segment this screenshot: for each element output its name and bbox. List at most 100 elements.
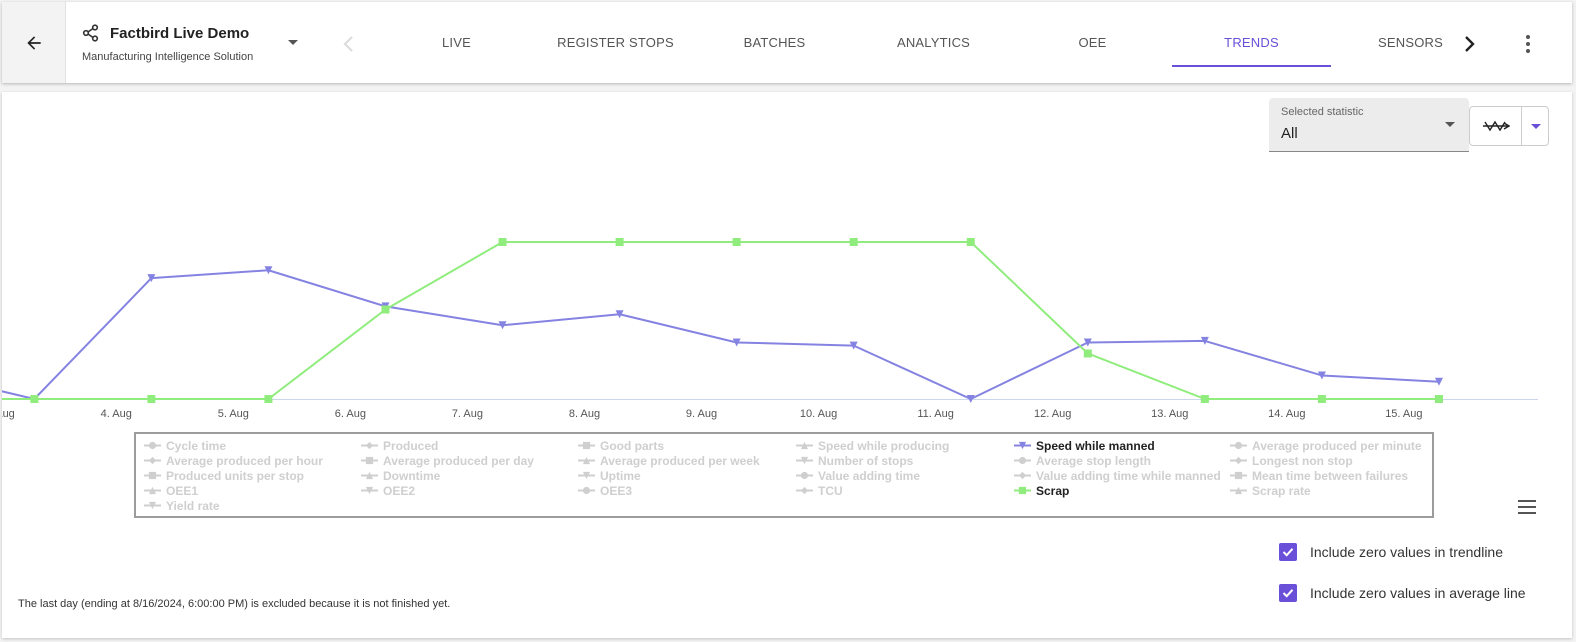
legend-item-oee3[interactable]: OEE3 <box>578 483 632 498</box>
legend-item-number-of-stops[interactable]: Number of stops <box>796 453 913 468</box>
chart-mode-button[interactable] <box>1470 107 1522 145</box>
chevron-right-icon <box>1465 36 1475 52</box>
legend-marker <box>148 471 157 480</box>
data-point-scrap[interactable] <box>30 395 39 403</box>
legend-item-produced[interactable]: Produced <box>361 438 438 453</box>
tabs-scroll-left[interactable] <box>338 30 360 58</box>
legend-label: Average produced per week <box>600 453 760 468</box>
caret-down-icon[interactable] <box>288 40 298 45</box>
data-point-speed-while-manned[interactable] <box>498 321 507 330</box>
chart-menu-icon[interactable] <box>1518 500 1536 514</box>
legend-symbol-triangle-icon <box>1230 486 1247 495</box>
legend-label: Cycle time <box>166 438 227 453</box>
legend-item-speed-while-manned[interactable]: Speed while manned <box>1014 438 1155 453</box>
data-point-speed-while-manned[interactable] <box>1317 371 1326 380</box>
data-point-scrap[interactable] <box>615 238 624 246</box>
tab-live[interactable]: LIVE <box>442 35 471 50</box>
data-point-scrap[interactable] <box>264 395 273 403</box>
tab-batches[interactable]: BATCHES <box>743 35 806 50</box>
data-point-speed-while-manned[interactable] <box>732 338 741 347</box>
legend-item-average-produced-per-minute[interactable]: Average produced per minute <box>1230 438 1422 453</box>
legend-label: TCU <box>818 483 843 498</box>
data-point-scrap[interactable] <box>498 238 507 246</box>
app-subtitle: Manufacturing Intelligence Solution <box>82 51 254 63</box>
legend-item-downtime[interactable]: Downtime <box>361 468 440 483</box>
data-point-scrap[interactable] <box>381 305 390 314</box>
back-button[interactable] <box>2 2 66 83</box>
include-zero-trendline-checkbox[interactable]: Include zero values in trendline <box>1279 541 1503 563</box>
selected-statistic-label: Selected statistic <box>1281 106 1364 118</box>
legend-marker <box>582 456 591 465</box>
data-point-scrap[interactable] <box>1434 395 1443 403</box>
include-zero-average-label: Include zero values in average line <box>1310 585 1526 601</box>
legend-symbol-diamond-icon <box>144 456 161 465</box>
data-point-speed-while-manned[interactable] <box>147 274 156 283</box>
legend-label: Longest non stop <box>1252 453 1353 468</box>
data-point-scrap[interactable] <box>1317 395 1326 403</box>
tab-trends[interactable]: TRENDS <box>1172 2 1331 83</box>
data-point-scrap[interactable] <box>732 238 741 246</box>
legend-label: Value adding time <box>818 468 921 483</box>
tabs-scroll-right[interactable] <box>1458 30 1480 58</box>
data-point-scrap[interactable] <box>1200 395 1209 403</box>
legend-item-good-parts[interactable]: Good parts <box>578 438 664 453</box>
chart-mode-dropdown[interactable] <box>1522 107 1549 145</box>
legend-item-oee2[interactable]: OEE2 <box>361 483 415 498</box>
legend-item-cycle-time[interactable]: Cycle time <box>144 438 226 453</box>
legend-marker <box>365 471 374 480</box>
legend-symbol-circle-icon <box>796 471 813 480</box>
legend-item-uptime[interactable]: Uptime <box>578 468 641 483</box>
more-vert-icon[interactable] <box>1516 30 1540 58</box>
data-point-speed-while-manned[interactable] <box>849 341 858 350</box>
legend-item-scrap[interactable]: Scrap <box>1014 483 1069 498</box>
selected-statistic-select[interactable]: Selected statistic All <box>1269 98 1469 152</box>
legend-item-average-stop-length[interactable]: Average stop length <box>1014 453 1151 468</box>
legend-marker <box>1234 486 1243 495</box>
series-line-scrap[interactable] <box>2 241 1439 400</box>
legend-item-speed-while-producing[interactable]: Speed while producing <box>796 438 949 453</box>
legend-item-average-produced-per-week[interactable]: Average produced per week <box>578 453 760 468</box>
data-point-scrap[interactable] <box>1083 349 1092 358</box>
legend-item-scrap-rate[interactable]: Scrap rate <box>1230 483 1311 498</box>
tab-register-stops[interactable]: REGISTER STOPS <box>557 35 674 50</box>
legend-label: Speed while manned <box>1036 438 1155 453</box>
legend-marker <box>148 441 157 450</box>
data-point-scrap[interactable] <box>966 238 975 246</box>
legend-item-produced-units-per-stop[interactable]: Produced units per stop <box>144 468 304 483</box>
legend-item-value-adding-time[interactable]: Value adding time <box>796 468 920 483</box>
data-point-speed-while-manned[interactable] <box>615 310 624 319</box>
x-tick-label: 14. Aug <box>1268 408 1305 420</box>
tab-oee[interactable]: OEE <box>1078 35 1107 50</box>
include-zero-average-checkbox[interactable]: Include zero values in average line <box>1279 582 1526 604</box>
legend-label: Scrap <box>1036 483 1070 498</box>
legend-item-oee1[interactable]: OEE1 <box>144 483 198 498</box>
tab-analytics[interactable]: ANALYTICS <box>896 35 971 50</box>
data-point-scrap[interactable] <box>147 395 156 403</box>
legend-item-average-produced-per-hour[interactable]: Average produced per hour <box>144 453 323 468</box>
series-line-speed-while-manned[interactable] <box>2 269 1440 400</box>
data-point-speed-while-manned[interactable] <box>264 266 273 275</box>
x-tick-label: 4. Aug <box>101 408 132 420</box>
legend-item-longest-non-stop[interactable]: Longest non stop <box>1230 453 1353 468</box>
legend-symbol-square-icon <box>361 456 378 465</box>
x-tick-label: 11. Aug <box>917 408 954 420</box>
tab-sensors[interactable]: SENSORS <box>1378 35 1443 50</box>
legend-marker <box>365 486 374 495</box>
data-point-speed-while-manned[interactable] <box>1083 338 1092 347</box>
legend-symbol-triangle-icon <box>144 486 161 495</box>
legend-item-value-adding-time-while-manned[interactable]: Value adding time while manned <box>1014 468 1221 483</box>
legend-symbol-square-icon <box>1014 486 1031 495</box>
data-point-speed-while-manned[interactable] <box>1200 336 1209 345</box>
data-point-scrap[interactable] <box>849 238 858 246</box>
legend-item-mean-time-between-failures[interactable]: Mean time between failures <box>1230 468 1408 483</box>
legend-item-yield-rate[interactable]: Yield rate <box>144 498 220 513</box>
legend-label: Average produced per minute <box>1252 438 1422 453</box>
legend-marker <box>800 441 809 450</box>
legend-item-average-produced-per-day[interactable]: Average produced per day <box>361 453 534 468</box>
data-point-speed-while-manned[interactable] <box>966 395 975 403</box>
line-selector[interactable]: Factbird Live Demo Manufacturing Intelli… <box>82 22 322 67</box>
legend-item-tcu[interactable]: TCU <box>796 483 843 498</box>
legend-label: OEE3 <box>600 483 633 498</box>
data-point-speed-while-manned[interactable] <box>1434 377 1443 386</box>
legend-marker <box>148 486 157 495</box>
